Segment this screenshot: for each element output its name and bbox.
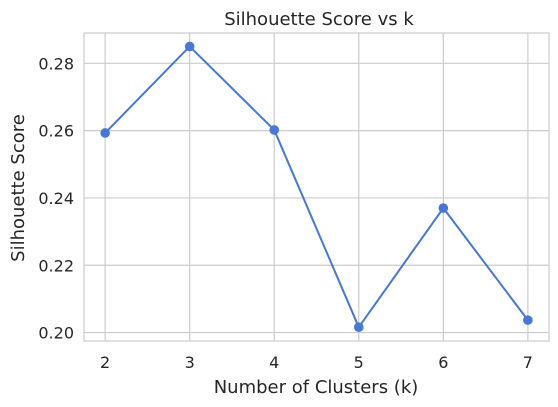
- y-tick-label: 0.26: [38, 122, 74, 141]
- x-tick-label: 6: [438, 353, 448, 372]
- y-tick-label: 0.20: [38, 324, 74, 343]
- x-ticks: 2 3 4 5 6 7: [100, 353, 533, 372]
- data-point: [100, 128, 110, 138]
- series-line: [104, 45, 529, 329]
- grid: [84, 33, 549, 341]
- data-point: [523, 315, 533, 325]
- data-point: [353, 322, 364, 332]
- y-tick-label: 0.28: [38, 54, 74, 73]
- x-tick-label: 2: [100, 353, 110, 372]
- x-tick-label: 3: [185, 353, 195, 372]
- x-tick-label: 7: [523, 353, 533, 372]
- plot-frame: [83, 32, 550, 342]
- y-tick-label: 0.24: [38, 189, 74, 208]
- data-point: [184, 41, 195, 52]
- y-axis-label: Silhouette Score: [8, 114, 29, 262]
- y-ticks: 0.20 0.22 0.24 0.26 0.28: [38, 54, 74, 342]
- series-layer: [100, 41, 533, 332]
- x-axis-label: Number of Clusters (k): [214, 377, 419, 398]
- x-tick-label: 5: [354, 353, 364, 372]
- x-tick-label: 4: [269, 353, 279, 372]
- data-point: [269, 125, 280, 135]
- y-tick-label: 0.22: [38, 256, 74, 275]
- data-point: [438, 203, 449, 213]
- chart-title: Silhouette Score vs k: [224, 9, 414, 30]
